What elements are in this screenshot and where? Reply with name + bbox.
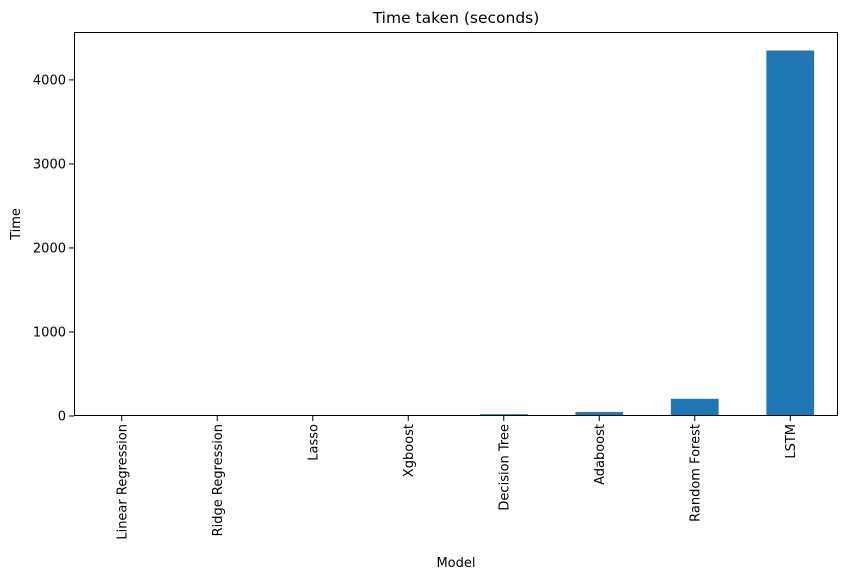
chart-title: Time taken (seconds) xyxy=(372,9,540,27)
y-tick-label: 2000 xyxy=(33,241,66,256)
x-tick-label: Decision Tree xyxy=(497,424,512,511)
x-axis-ticks: Linear Regression Ridge Regression Lasso Xg… xyxy=(115,416,799,540)
x-tick-label: Adaboost xyxy=(593,424,608,485)
y-tick-label: 0 xyxy=(58,410,66,425)
bar-lstm xyxy=(766,50,815,416)
y-tick-label: 4000 xyxy=(33,73,66,88)
x-tick-label: Lasso xyxy=(306,424,321,461)
bar-random-forest xyxy=(670,398,719,416)
bar-adaboost xyxy=(575,412,624,416)
y-tick-label: 1000 xyxy=(33,325,66,340)
y-axis-ticks: 0 1000 2000 3000 4000 xyxy=(33,73,74,425)
x-tick-label: Linear Regression xyxy=(115,424,130,540)
x-tick-label: LSTM xyxy=(784,424,799,459)
bars-layer xyxy=(97,50,815,416)
x-axis-title: Model xyxy=(436,556,475,571)
x-tick-label: Random Forest xyxy=(688,424,703,522)
y-tick-label: 3000 xyxy=(33,157,66,172)
x-tick-label: Ridge Regression xyxy=(211,424,226,536)
plot-area-frame xyxy=(74,32,838,416)
x-tick-label: Xgboost xyxy=(402,424,417,477)
y-axis-title: Time xyxy=(9,208,24,241)
